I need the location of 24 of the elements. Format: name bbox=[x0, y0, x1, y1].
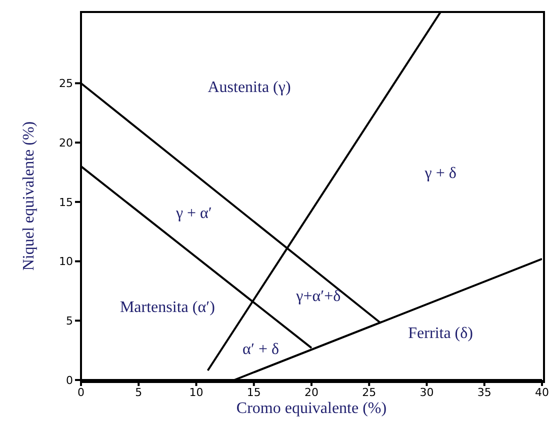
x-axis-title: Cromo equivalente (%) bbox=[235, 400, 388, 418]
y-tick-label: 15 bbox=[59, 196, 73, 209]
annotation: Ferrita (δ) bbox=[408, 324, 473, 343]
y-tick-label: 10 bbox=[59, 255, 73, 268]
y-axis-title: Niquel equivalente (%) bbox=[20, 121, 38, 271]
x-tick-label: 25 bbox=[362, 386, 376, 399]
annotation: γ + δ bbox=[424, 164, 456, 183]
y-tick-label: 20 bbox=[59, 136, 73, 150]
y-tick-label: 25 bbox=[59, 77, 73, 90]
x-tick-label: 35 bbox=[477, 386, 492, 399]
x-tick-label: 15 bbox=[246, 386, 261, 399]
annotation: α′ + δ bbox=[242, 341, 280, 360]
y-tick-label: 0 bbox=[66, 374, 73, 387]
x-tick-label: 40 bbox=[535, 386, 549, 399]
annotation: Austenita (γ) bbox=[208, 78, 291, 97]
annotation: γ + α′ bbox=[176, 204, 212, 223]
x-tick-label: 5 bbox=[135, 386, 142, 399]
annotation: γ+α′+δ bbox=[296, 288, 341, 306]
x-tick-label: 10 bbox=[189, 386, 204, 399]
y-tick-label: 5 bbox=[66, 314, 73, 328]
x-tick-label: 0 bbox=[78, 386, 84, 399]
annotation: Martensita (α′) bbox=[120, 298, 215, 316]
x-tick-label: 30 bbox=[420, 386, 434, 399]
x-tick-label: 20 bbox=[304, 386, 318, 399]
